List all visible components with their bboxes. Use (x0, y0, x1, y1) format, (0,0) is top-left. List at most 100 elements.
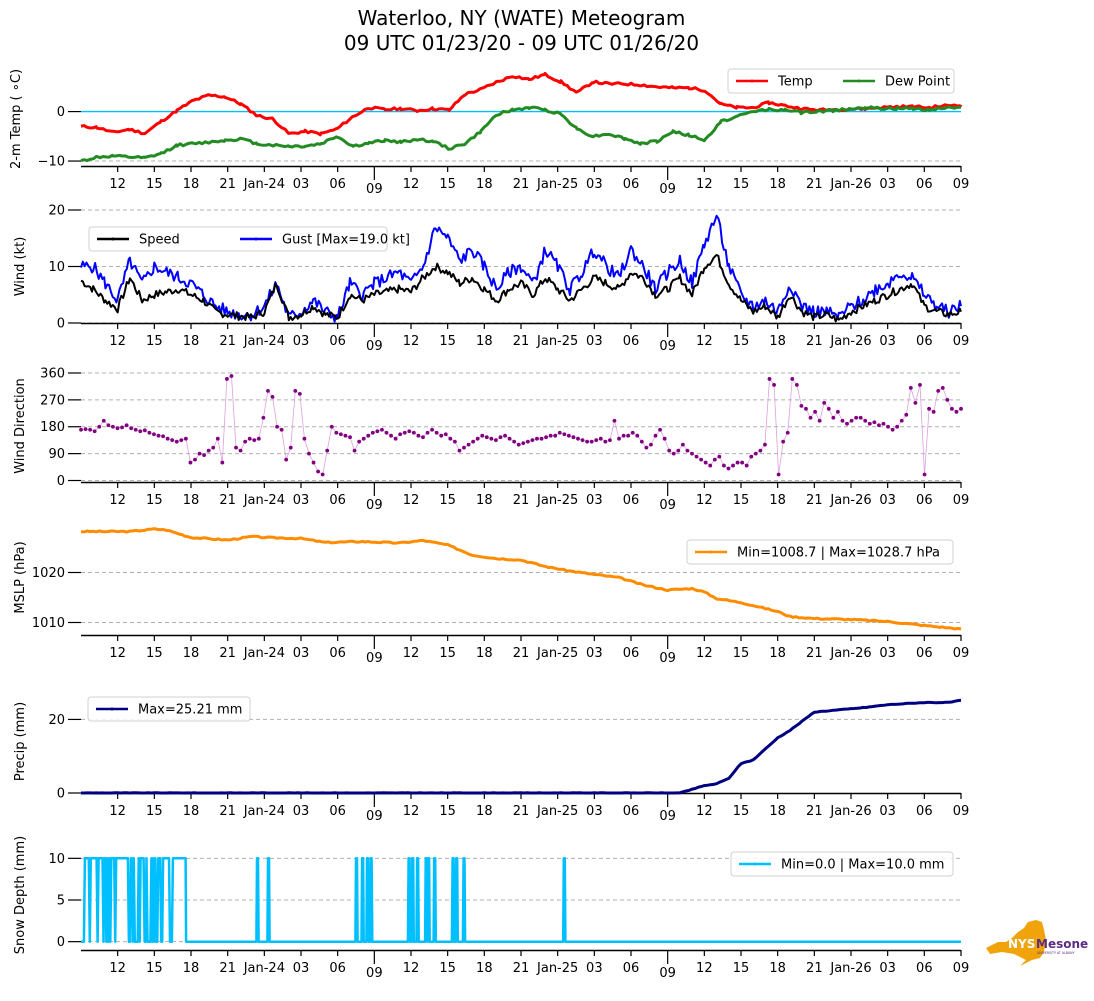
wind-panel: 0 10 20 12 15 18 21 Jan-24 03 06 09 12 15 18 21 Jan-25 0… (13, 204, 969, 355)
chart-title: Waterloo, NY (WATE) Meteogram 09 UTC 01/… (0, 6, 1043, 56)
wind-direction-point (840, 418, 845, 423)
wind-direction-point (138, 429, 143, 434)
wind-direction-point (539, 436, 544, 441)
x-tick-label: 18 (769, 334, 786, 349)
wind-direction-point (918, 383, 922, 387)
wind-direction-point (507, 436, 512, 441)
wind-direction-point (425, 430, 430, 435)
wind-direction-point (580, 438, 585, 443)
x-tick-label: 06 (916, 334, 933, 349)
wind-direction-point (849, 418, 854, 423)
x-tick-label: Jan-25 (536, 961, 578, 976)
wind-direction-point (927, 406, 931, 411)
mslp-line (80, 527, 962, 631)
wind-direction-point (804, 406, 808, 411)
x-tick-label: 06 (623, 334, 640, 349)
y-tick-label: 5 (57, 894, 65, 909)
x-tick-label: 21 (219, 177, 236, 192)
x-tick-label: 15 (733, 177, 750, 192)
wind-direction-point (717, 454, 722, 459)
legend-label: Speed (139, 233, 180, 248)
x-tick-label: 15 (733, 804, 750, 819)
wind-direction-point (603, 439, 608, 444)
wind-direction-point (626, 433, 631, 438)
wind-direction-point (202, 453, 207, 458)
x-tick-label: 21 (806, 646, 823, 661)
y-axis-title: MSLP (hPa) (13, 541, 28, 613)
x-tick-label: 18 (476, 177, 493, 192)
x-tick-label: 21 (806, 961, 823, 976)
wind-direction-point (712, 457, 717, 462)
precip-panel: 0 20 12 15 18 21 Jan-24 03 06 09 12 15 18 21 Jan-25 03 0… (13, 696, 970, 824)
x-tick-label: 06 (623, 961, 640, 976)
chart-title-line2: 09 UTC 01/23/20 - 09 UTC 01/26/20 (343, 31, 700, 55)
legend-box (686, 539, 954, 565)
x-tick-label: 06 (329, 646, 346, 661)
wind-direction-point (197, 451, 202, 456)
wind-direction-point (525, 439, 530, 444)
x-tick-label: 09 (659, 651, 676, 666)
x-tick-label: 03 (586, 961, 603, 976)
wind-direction-point (863, 418, 868, 423)
wind-direction-point (225, 377, 229, 381)
legend-box (87, 696, 251, 722)
wind-direction-point (252, 438, 257, 443)
y-tick-label: 10 (48, 260, 65, 275)
wind-direction-point (557, 430, 562, 435)
x-tick-label: 03 (293, 804, 310, 819)
wind-direction-point (690, 451, 694, 456)
nys-state-shape (986, 920, 1046, 966)
wind-direction-point (785, 430, 790, 435)
wind-direction-point (521, 441, 526, 446)
wind-direction-point (243, 439, 248, 444)
wind-direction-point (220, 460, 225, 465)
wind-direction-point (106, 423, 111, 428)
wind-direction-point (553, 433, 558, 438)
x-tick-label: 09 (366, 339, 383, 354)
wind-direction-point (229, 374, 234, 378)
wind-direction-point (722, 463, 726, 468)
wind-direction-point (439, 433, 444, 438)
wind-direction-point (676, 448, 681, 453)
x-tick-label: 12 (109, 177, 126, 192)
wind-direction-point (430, 427, 434, 432)
wind-direction-point (708, 463, 713, 468)
wind-direction-point (503, 433, 507, 438)
x-tick-label: 06 (329, 961, 346, 976)
legend-label: Temp (777, 75, 813, 90)
y-tick-label: 360 (40, 366, 65, 381)
wind-direction-point (393, 436, 398, 441)
wind-direction-point (949, 406, 954, 411)
x-tick-label: 21 (806, 804, 823, 819)
x-tick-label: Jan-25 (536, 804, 578, 819)
legend-marker (750, 79, 754, 83)
wind-direction-point (959, 406, 963, 411)
x-tick-label: 12 (109, 646, 126, 661)
wind-direction-point (890, 427, 895, 432)
wind-direction-point (781, 439, 786, 444)
legend-marker (857, 79, 861, 83)
wind-direction-point (867, 421, 872, 426)
x-tick-label: 06 (623, 804, 640, 819)
x-tick-label: 15 (146, 177, 163, 192)
wind-direction-point (662, 436, 667, 441)
x-tick-label: 18 (476, 334, 493, 349)
wind-direction-point (457, 448, 462, 453)
wind-direction-point (758, 448, 763, 453)
x-tick-label: 12 (696, 493, 713, 508)
y-axis-title: 2-m Temp ( ∘C) (9, 69, 24, 169)
legend-label: Gust [Max=19.0 kt] (282, 233, 410, 248)
x-tick-label: 09 (953, 804, 970, 819)
x-tick-label: 06 (623, 646, 640, 661)
wind-direction-point (452, 439, 457, 444)
wind-direction-point (512, 439, 517, 444)
legend-marker (254, 237, 258, 241)
legend-label: Min=1008.7 | Max=1028.7 hPa (737, 546, 940, 561)
wind-direction-point (877, 423, 881, 428)
wind-direction-point (238, 448, 243, 453)
wind-direction-point (161, 434, 165, 439)
precip-line (81, 698, 962, 795)
wind-direction-point (416, 433, 421, 438)
wind-direction-point (566, 433, 571, 438)
